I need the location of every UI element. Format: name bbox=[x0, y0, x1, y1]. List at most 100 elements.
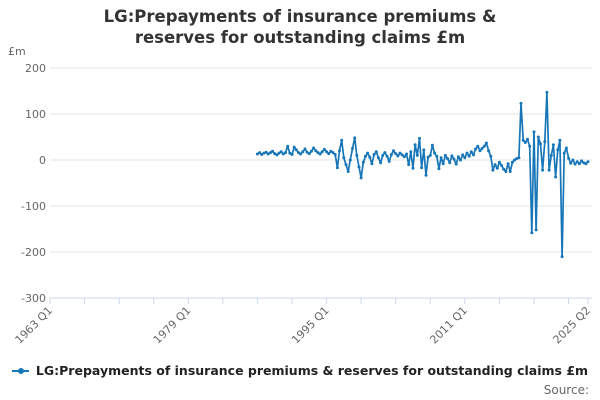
data-point[interactable] bbox=[484, 141, 488, 145]
data-point[interactable] bbox=[441, 162, 445, 166]
data-point[interactable] bbox=[284, 151, 287, 155]
data-line[interactable] bbox=[256, 91, 589, 258]
data-point[interactable] bbox=[461, 153, 465, 157]
data-point[interactable] bbox=[322, 147, 326, 151]
data-point[interactable] bbox=[491, 168, 495, 172]
data-point[interactable] bbox=[351, 147, 354, 150]
data-point[interactable] bbox=[299, 152, 303, 156]
data-point[interactable] bbox=[567, 156, 571, 160]
data-point[interactable] bbox=[465, 151, 469, 155]
data-point[interactable] bbox=[539, 142, 542, 146]
data-point[interactable] bbox=[569, 161, 573, 165]
data-point[interactable] bbox=[271, 149, 274, 153]
data-point[interactable] bbox=[344, 163, 348, 167]
data-point[interactable] bbox=[467, 154, 471, 158]
data-point[interactable] bbox=[502, 167, 506, 171]
data-point[interactable] bbox=[433, 151, 437, 155]
data-point[interactable] bbox=[372, 153, 376, 156]
data-point[interactable] bbox=[469, 150, 473, 154]
data-point[interactable] bbox=[480, 147, 484, 150]
data-point[interactable] bbox=[277, 151, 281, 155]
data-point[interactable] bbox=[340, 138, 344, 142]
data-point[interactable] bbox=[305, 150, 309, 154]
data-point[interactable] bbox=[418, 136, 421, 140]
data-point[interactable] bbox=[513, 158, 516, 162]
data-point[interactable] bbox=[452, 157, 456, 161]
data-point[interactable] bbox=[266, 152, 270, 156]
data-point[interactable] bbox=[495, 166, 499, 170]
data-point[interactable] bbox=[359, 176, 363, 180]
data-point[interactable] bbox=[554, 175, 558, 179]
data-point[interactable] bbox=[320, 150, 324, 154]
data-point[interactable] bbox=[411, 166, 415, 170]
data-point[interactable] bbox=[526, 137, 529, 141]
data-point[interactable] bbox=[288, 151, 292, 155]
data-point[interactable] bbox=[482, 144, 486, 148]
data-point[interactable] bbox=[577, 162, 581, 166]
data-point[interactable] bbox=[366, 151, 370, 155]
data-point[interactable] bbox=[530, 231, 534, 235]
data-point[interactable] bbox=[560, 255, 564, 259]
data-point[interactable] bbox=[398, 151, 402, 155]
data-point[interactable] bbox=[314, 149, 318, 153]
data-point[interactable] bbox=[448, 161, 452, 165]
data-point[interactable] bbox=[443, 153, 447, 157]
data-point[interactable] bbox=[260, 153, 264, 156]
data-point[interactable] bbox=[558, 138, 562, 142]
data-point[interactable] bbox=[355, 153, 359, 157]
series-line[interactable] bbox=[255, 90, 590, 259]
data-point[interactable] bbox=[584, 162, 588, 166]
data-point[interactable] bbox=[543, 140, 547, 144]
data-point[interactable] bbox=[364, 154, 367, 158]
data-point[interactable] bbox=[456, 155, 460, 159]
data-point[interactable] bbox=[394, 152, 398, 156]
data-point[interactable] bbox=[318, 152, 322, 156]
data-point[interactable] bbox=[426, 155, 430, 159]
data-point[interactable] bbox=[286, 144, 290, 148]
data-point[interactable] bbox=[281, 152, 285, 156]
data-point[interactable] bbox=[309, 149, 313, 153]
data-point[interactable] bbox=[510, 160, 514, 164]
data-point[interactable] bbox=[430, 143, 434, 147]
data-point[interactable] bbox=[348, 158, 352, 162]
data-point[interactable] bbox=[303, 147, 307, 151]
data-point[interactable] bbox=[273, 152, 277, 156]
data-point[interactable] bbox=[571, 158, 575, 162]
data-point[interactable] bbox=[521, 138, 525, 142]
data-point[interactable] bbox=[547, 168, 551, 172]
data-point[interactable] bbox=[368, 155, 372, 159]
data-point[interactable] bbox=[493, 163, 497, 167]
data-point[interactable] bbox=[478, 149, 482, 153]
data-point[interactable] bbox=[301, 150, 305, 154]
data-point[interactable] bbox=[379, 161, 383, 165]
data-point[interactable] bbox=[474, 147, 478, 151]
data-point[interactable] bbox=[497, 160, 501, 164]
data-point[interactable] bbox=[357, 165, 361, 169]
data-point[interactable] bbox=[519, 101, 523, 105]
data-point[interactable] bbox=[392, 149, 395, 153]
data-point[interactable] bbox=[335, 166, 339, 170]
data-point[interactable] bbox=[420, 166, 424, 170]
data-point[interactable] bbox=[476, 144, 480, 148]
data-point[interactable] bbox=[387, 159, 391, 163]
data-point[interactable] bbox=[549, 153, 553, 157]
data-point[interactable] bbox=[489, 154, 493, 158]
data-point[interactable] bbox=[361, 160, 365, 164]
data-point[interactable] bbox=[508, 170, 512, 173]
data-point[interactable] bbox=[389, 153, 393, 156]
data-point[interactable] bbox=[307, 152, 311, 156]
data-point[interactable] bbox=[264, 150, 268, 154]
data-point[interactable] bbox=[279, 150, 283, 154]
data-point[interactable] bbox=[435, 154, 439, 158]
data-point[interactable] bbox=[575, 160, 579, 164]
data-point[interactable] bbox=[312, 146, 316, 150]
data-point[interactable] bbox=[409, 150, 413, 154]
data-point[interactable] bbox=[534, 228, 538, 232]
data-point[interactable] bbox=[551, 143, 555, 147]
data-point[interactable] bbox=[586, 160, 590, 164]
data-point[interactable] bbox=[424, 173, 428, 177]
data-point[interactable] bbox=[385, 154, 389, 158]
data-point[interactable] bbox=[450, 154, 454, 158]
data-point[interactable] bbox=[573, 162, 577, 166]
data-point[interactable] bbox=[562, 151, 566, 155]
